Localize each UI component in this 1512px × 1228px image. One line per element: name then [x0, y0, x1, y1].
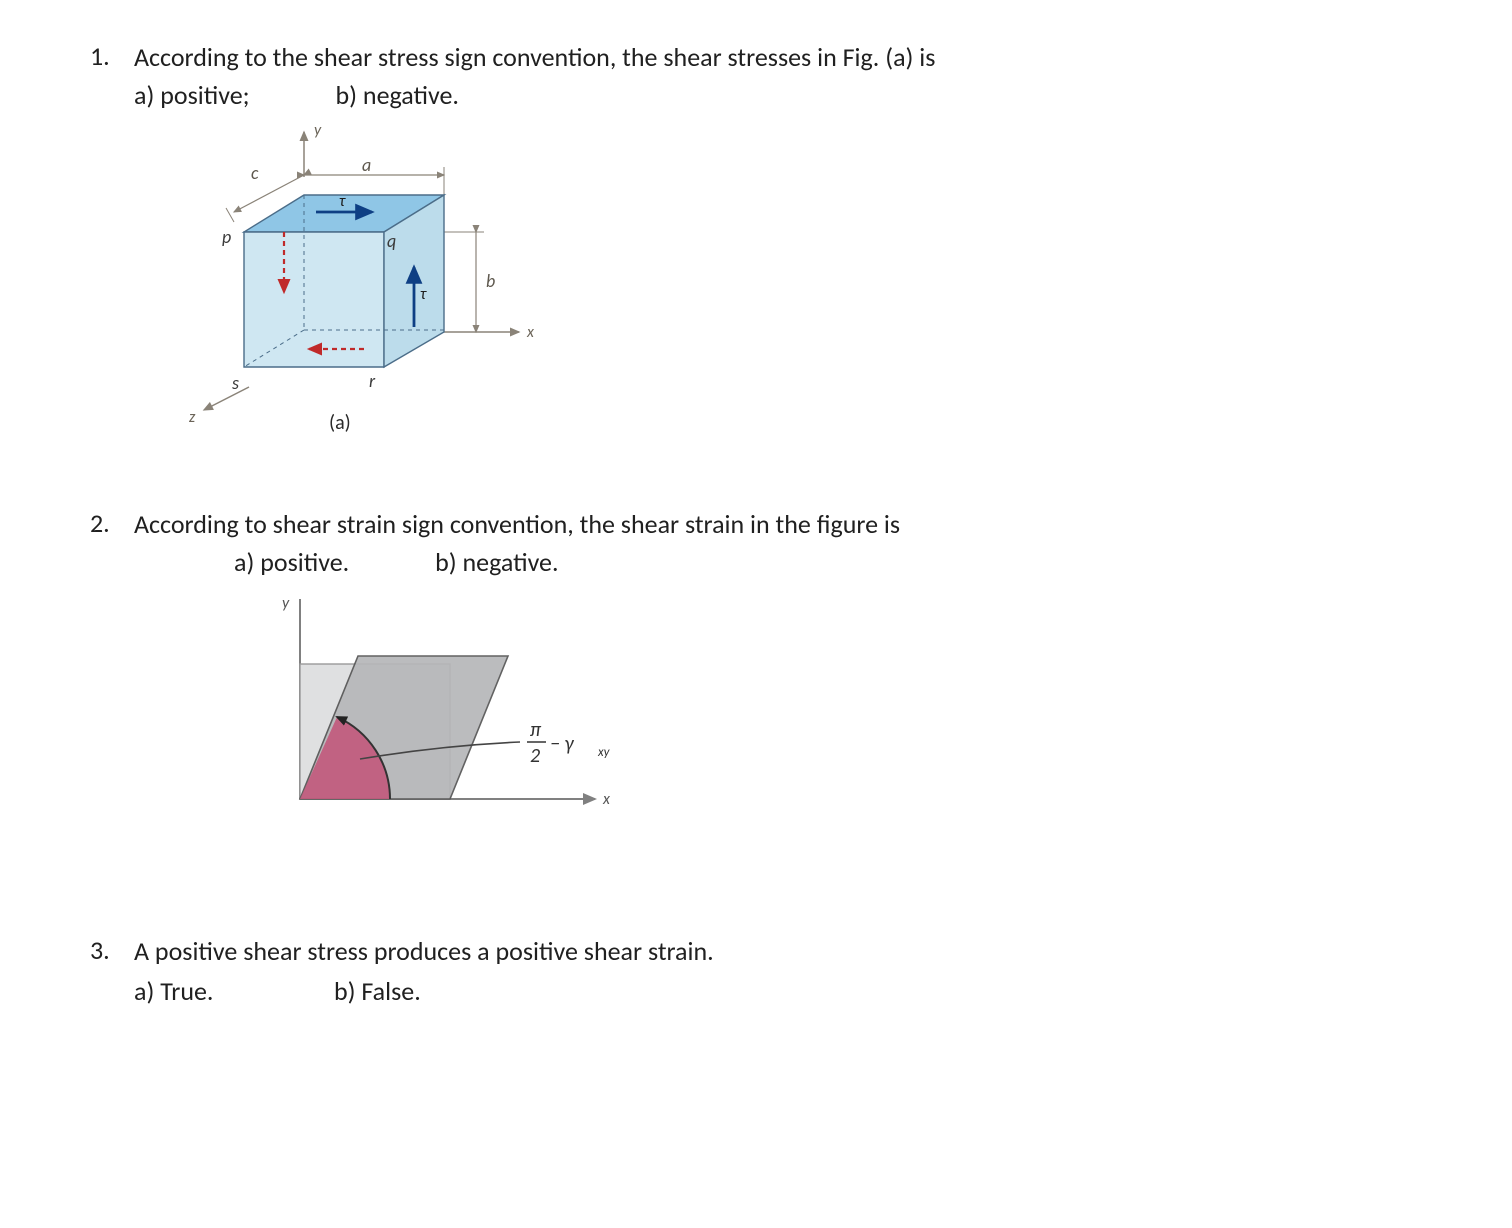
option-a: a) positive; [134, 79, 250, 111]
dim-b-label: b [486, 270, 495, 292]
question-number: 1. [90, 40, 134, 72]
figure-label: (a) [329, 411, 351, 435]
angle-denom: 2 [530, 744, 540, 768]
question-text: A positive shear stress produces a posit… [134, 934, 1422, 969]
question-number: 2. [90, 507, 134, 539]
options: a) positive; b) negative. [134, 79, 1422, 111]
cube-diagram: x y z a b c [134, 117, 554, 447]
corner-r: r [369, 370, 376, 392]
dim-a-label: a [362, 154, 371, 176]
option-a: a) positive. [234, 546, 349, 578]
option-b: b) negative. [335, 79, 458, 111]
angle-sub: xy [597, 745, 611, 760]
question-text: According to shear strain sign conventio… [134, 507, 1422, 542]
axis-y-label: y [282, 594, 290, 613]
options: a) True. b) False. [134, 975, 1422, 1007]
option-a: a) True. [134, 975, 334, 1007]
question-number: 3. [90, 934, 134, 966]
figure-a: x y z a b c [134, 117, 1422, 447]
figure-b: y x π 2 − γ xy [240, 584, 1422, 844]
question-1: 1. According to the shear stress sign co… [90, 40, 1422, 447]
axis-x-label: x [602, 790, 611, 809]
option-b: b) negative. [435, 546, 558, 578]
axis-x-label: x [526, 323, 535, 342]
corner-q: q [387, 230, 396, 252]
dim-c-label: c [251, 162, 259, 184]
shear-strain-diagram: y x π 2 − γ xy [240, 584, 660, 844]
corner-p: p [222, 226, 231, 248]
question-text: According to the shear stress sign conve… [134, 40, 1422, 75]
axis-z-label: z [189, 408, 196, 427]
options: a) positive. b) negative. [234, 546, 1422, 578]
option-b: b) False. [334, 975, 421, 1007]
corner-s: s [232, 372, 239, 394]
tau-top-label: τ [339, 192, 346, 211]
question-3: 3. A positive shear stress produces a po… [90, 934, 1422, 1007]
angle-pi: π [530, 718, 542, 742]
angle-suffix: − γ [550, 732, 574, 756]
tau-right-label: τ [420, 285, 427, 304]
question-2: 2. According to shear strain sign conven… [90, 507, 1422, 844]
axis-y-label: y [314, 121, 322, 140]
